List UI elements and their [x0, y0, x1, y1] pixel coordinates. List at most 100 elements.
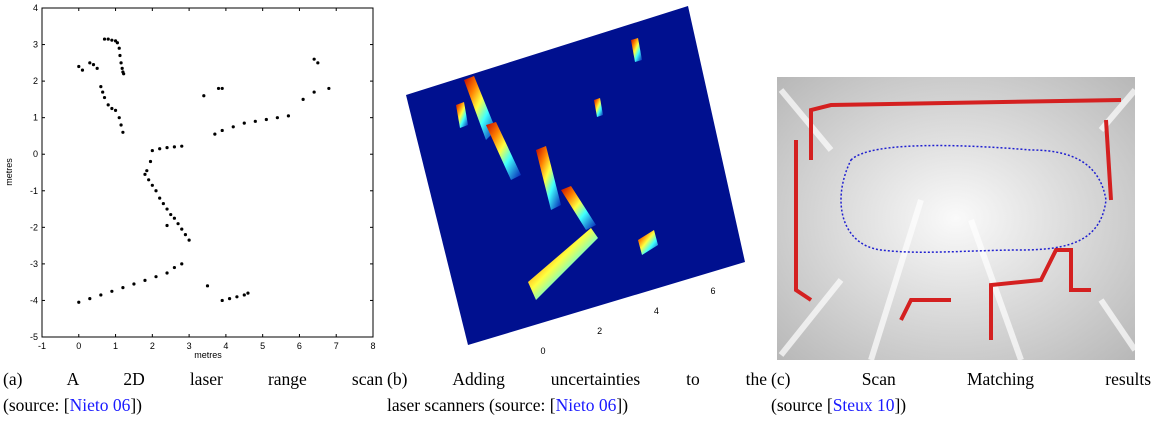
scan-point	[165, 146, 169, 150]
scan-point	[121, 286, 125, 290]
scan-point	[213, 132, 217, 136]
source-open: (source [	[771, 395, 833, 415]
caption: (a) A 2D laser range scan (source: [Nieto…	[3, 366, 383, 418]
scan-point	[180, 144, 184, 148]
rays	[778, 88, 1138, 362]
caption-line: (c) Scan Matching results	[771, 366, 1151, 392]
scan-point	[176, 222, 180, 226]
peak	[528, 228, 598, 300]
peak	[486, 122, 521, 180]
scan-point	[150, 148, 154, 153]
scan-point	[101, 90, 105, 94]
scan-point	[216, 86, 221, 91]
scan-point	[120, 66, 124, 70]
scan-point	[117, 116, 121, 120]
scan-point	[121, 130, 125, 134]
scan-point	[80, 68, 85, 72]
scan-point	[145, 169, 149, 173]
x-tick-label: 2	[597, 326, 602, 336]
x-tick-label: 8	[370, 341, 375, 351]
peak	[456, 102, 468, 128]
y-tick-label: 3	[33, 40, 38, 50]
y-tick-label: -3	[30, 259, 38, 269]
caption-line: (source [Steux 10])	[771, 392, 1151, 418]
trajectory	[840, 144, 1107, 253]
scan-point	[148, 159, 153, 164]
source-open: (source: [	[3, 395, 70, 415]
scan-point	[147, 178, 151, 182]
scan-point	[143, 172, 147, 176]
x-axis-label: metres	[194, 350, 222, 360]
y-tick-label: -5	[30, 332, 38, 342]
scan-point	[102, 95, 107, 100]
label: (b)	[387, 369, 408, 389]
y-tick-label: 4	[33, 3, 38, 13]
peak	[464, 76, 496, 140]
x-tick-label: 0	[540, 346, 545, 356]
x-tick-label: 6	[297, 341, 302, 351]
scan-point	[119, 61, 123, 65]
caption-line: (source: [Nieto 06])	[3, 392, 383, 418]
scan-point	[77, 300, 81, 304]
scan-point	[143, 278, 147, 282]
scan-point	[220, 128, 224, 133]
caption-line: (a) A 2D laser range scan	[3, 366, 383, 392]
x-tick-label: 1	[113, 341, 118, 351]
scan-point	[235, 295, 239, 299]
x-tick-label: 0	[76, 341, 81, 351]
scan-point	[220, 298, 224, 303]
scan-point	[154, 275, 158, 279]
scan-point	[275, 116, 279, 120]
scan-point	[110, 106, 114, 111]
scan-point	[99, 293, 103, 297]
y-tick-label: -4	[30, 295, 38, 305]
x-tick-label: 2	[150, 341, 155, 351]
y-tick-label: -2	[30, 222, 38, 232]
scan-point	[77, 64, 81, 69]
scan-point	[110, 289, 114, 293]
scan-point	[205, 284, 210, 288]
scan-point	[183, 233, 188, 237]
scan-point	[150, 183, 154, 187]
x-tick-label: 4	[654, 306, 659, 316]
scan-point	[154, 189, 158, 193]
peak	[594, 98, 603, 117]
scan-point	[172, 265, 176, 270]
text-cont: laser scanners	[387, 395, 485, 415]
scan-point	[187, 238, 191, 242]
caption-line: laser scanners (source: [Nieto 06])	[387, 392, 767, 418]
x-tick-label: 5	[260, 341, 265, 351]
x-tick-label: 3	[187, 341, 192, 351]
x-tick-label: 7	[334, 341, 339, 351]
scan-point	[165, 207, 169, 211]
text: A 2D laser range scan	[66, 369, 383, 389]
scan-point	[102, 37, 107, 41]
surface	[406, 6, 745, 345]
scan-point	[132, 282, 136, 286]
uncertainty-plot: 3210-1-2-3-4-50246	[406, 6, 745, 356]
y-tick-label: 1	[33, 113, 38, 123]
x-tick-label: -1	[38, 341, 46, 351]
label: (c)	[771, 369, 791, 389]
source-close: ])	[130, 395, 142, 415]
text: Adding uncertainties to the	[452, 369, 767, 389]
scan-point	[301, 97, 305, 101]
x-tick-label: 6	[710, 286, 715, 296]
scan-point	[115, 41, 119, 45]
peak	[638, 230, 658, 255]
cite: Nieto 06	[69, 395, 131, 415]
scan-point	[165, 223, 169, 228]
plot-frame	[41, 7, 374, 338]
scan-point	[95, 66, 99, 70]
scan-point	[231, 125, 235, 129]
y-tick-label: 2	[33, 76, 38, 86]
source-close: ])	[616, 395, 629, 415]
scan-point	[242, 121, 246, 125]
scan-point	[180, 262, 184, 266]
map-background	[777, 77, 1135, 360]
source-close: ])	[894, 395, 907, 415]
text: Scan Matching results	[861, 369, 1152, 389]
scan-point	[106, 103, 110, 107]
scan-point	[158, 196, 162, 200]
